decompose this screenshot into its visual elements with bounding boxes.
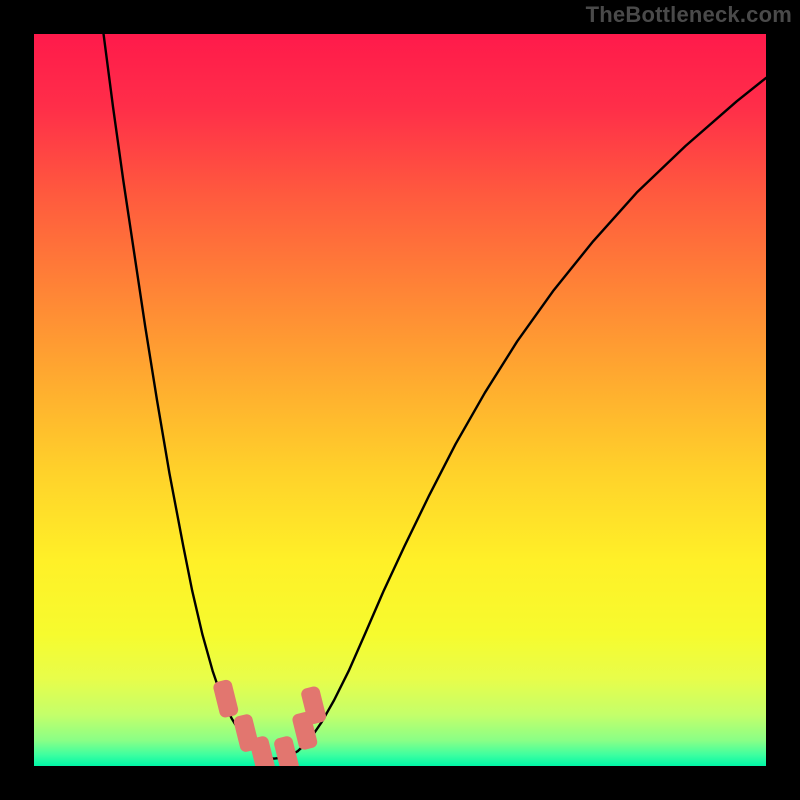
bottleneck-curve [104, 34, 766, 759]
curve-markers [212, 679, 327, 766]
curve-marker [249, 735, 276, 766]
watermark-text: TheBottleneck.com [586, 2, 792, 27]
curve-marker [212, 679, 239, 719]
curve-marker [273, 735, 300, 766]
chart-curve-layer [34, 34, 766, 766]
plot-area [34, 34, 766, 766]
canvas: TheBottleneck.com [0, 0, 800, 800]
watermark: TheBottleneck.com [586, 0, 800, 32]
